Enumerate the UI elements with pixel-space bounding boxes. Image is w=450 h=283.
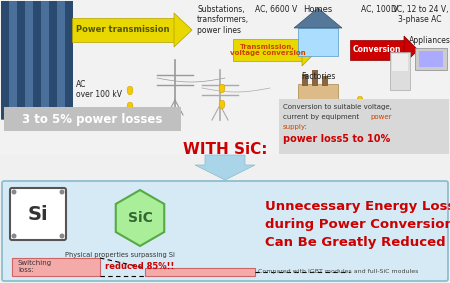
Text: DC, 12 to 24 V,
3-phase AC: DC, 12 to 24 V, 3-phase AC xyxy=(391,5,449,24)
Text: Factories: Factories xyxy=(301,72,335,81)
Text: WITH SiC:: WITH SiC: xyxy=(183,143,267,158)
Bar xyxy=(72,18,174,42)
Polygon shape xyxy=(195,155,255,180)
Polygon shape xyxy=(127,86,133,95)
Text: Conversion: Conversion xyxy=(353,46,401,55)
Bar xyxy=(1,1,69,119)
Bar xyxy=(9,1,17,119)
Polygon shape xyxy=(404,36,418,64)
Polygon shape xyxy=(294,8,342,28)
Bar xyxy=(390,52,410,90)
Bar xyxy=(302,74,308,86)
Bar xyxy=(0,0,450,155)
Bar xyxy=(350,40,404,60)
Text: 3 to 5% power losses: 3 to 5% power losses xyxy=(22,113,162,127)
Text: power loss5 to 10%: power loss5 to 10% xyxy=(283,134,390,144)
Bar xyxy=(33,1,41,119)
Bar xyxy=(1,1,9,119)
Text: SiC: SiC xyxy=(127,211,153,225)
Bar xyxy=(41,1,49,119)
Text: supply:: supply: xyxy=(283,124,308,130)
Text: Si: Si xyxy=(28,205,48,224)
FancyBboxPatch shape xyxy=(10,188,66,240)
FancyBboxPatch shape xyxy=(2,181,448,281)
Polygon shape xyxy=(219,84,225,93)
Text: Homes: Homes xyxy=(303,5,333,14)
Bar xyxy=(322,76,328,86)
Polygon shape xyxy=(357,96,363,105)
Polygon shape xyxy=(302,34,318,66)
Bar xyxy=(298,84,338,114)
Text: Conversion to suitable voltage,: Conversion to suitable voltage, xyxy=(283,104,392,110)
Polygon shape xyxy=(174,13,192,47)
Bar xyxy=(415,48,447,70)
Text: AC
over 100 kV: AC over 100 kV xyxy=(76,80,122,99)
Text: AC, 100 V: AC, 100 V xyxy=(361,5,399,14)
FancyBboxPatch shape xyxy=(4,107,181,131)
Text: Unnecessary Energy Loss
during Power Conversion
Can Be Greatly Reduced: Unnecessary Energy Loss during Power Con… xyxy=(265,200,450,249)
Text: reduced 85%!!: reduced 85%!! xyxy=(105,262,175,271)
Polygon shape xyxy=(219,100,225,109)
Bar xyxy=(25,1,33,119)
Text: Switching
loss:: Switching loss: xyxy=(18,260,52,273)
Bar xyxy=(233,39,302,61)
Bar xyxy=(419,51,443,67)
Circle shape xyxy=(12,190,17,194)
Polygon shape xyxy=(357,112,363,121)
Circle shape xyxy=(59,190,64,194)
Text: Transmission,
voltage conversion: Transmission, voltage conversion xyxy=(230,44,305,57)
Bar xyxy=(57,1,65,119)
Bar xyxy=(298,28,338,56)
Bar xyxy=(392,54,408,71)
Bar xyxy=(12,258,100,276)
Text: Physical properties surpassing Si: Physical properties surpassing Si xyxy=(65,252,175,258)
Text: AC, 6600 V: AC, 6600 V xyxy=(255,5,297,14)
Bar xyxy=(65,1,73,119)
Text: Appliances: Appliances xyxy=(409,36,450,45)
Bar xyxy=(145,268,255,276)
Text: Compared with IGBT modules and full-SiC modules: Compared with IGBT modules and full-SiC … xyxy=(258,269,418,275)
Polygon shape xyxy=(127,102,133,111)
Bar xyxy=(49,1,57,119)
FancyBboxPatch shape xyxy=(279,99,449,154)
Circle shape xyxy=(59,233,64,239)
Text: Substations,
transformers,
power lines: Substations, transformers, power lines xyxy=(197,5,249,35)
Text: power: power xyxy=(370,114,392,120)
Text: current by equipment: current by equipment xyxy=(283,114,361,120)
Circle shape xyxy=(12,233,17,239)
Bar xyxy=(17,1,25,119)
Text: Power transmission: Power transmission xyxy=(76,25,170,35)
Bar xyxy=(312,70,318,86)
Polygon shape xyxy=(116,190,164,246)
